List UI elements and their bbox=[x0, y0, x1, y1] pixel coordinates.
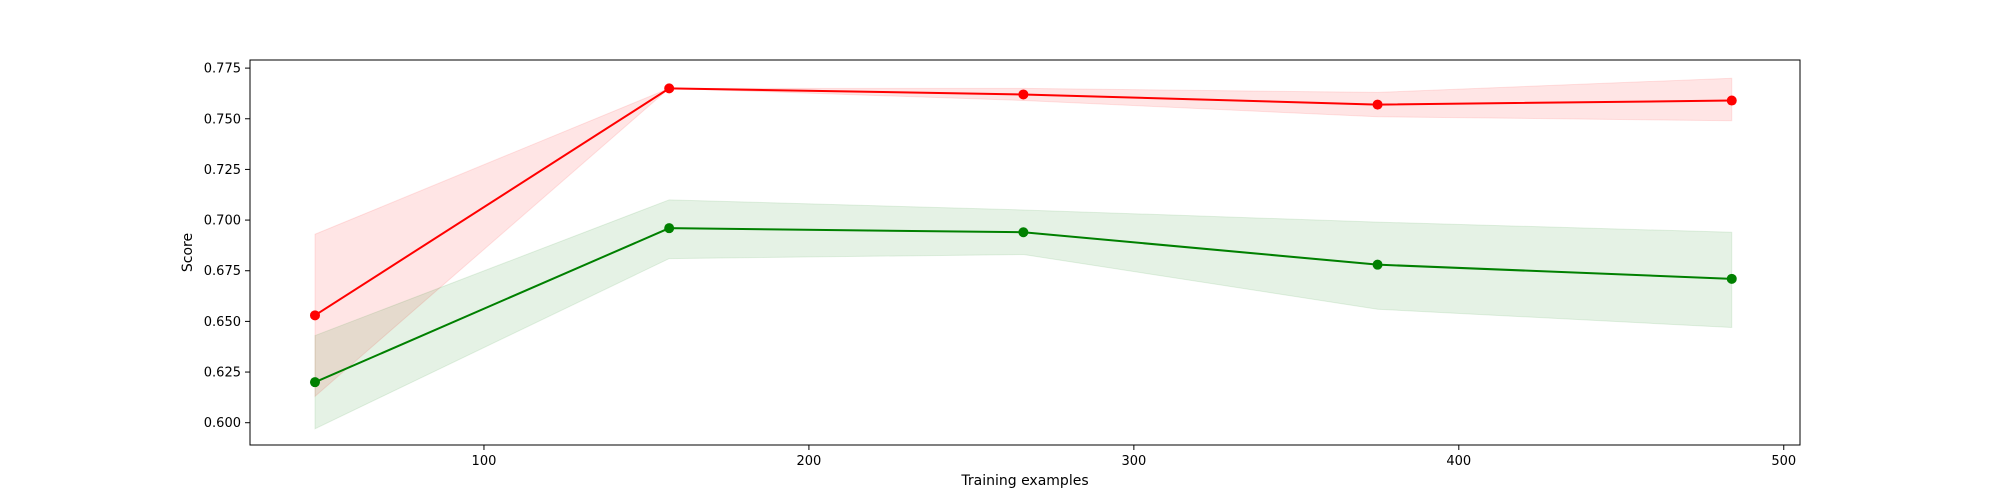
x-axis: 100 200 300 400 500 bbox=[472, 445, 1796, 469]
x-tick-label-2: 300 bbox=[1121, 454, 1146, 469]
points-layer bbox=[309, 83, 1737, 388]
series-1-point-0 bbox=[309, 377, 320, 388]
series-0-point-0 bbox=[309, 310, 320, 321]
series-1-point-4 bbox=[1726, 273, 1737, 284]
x-tick-label-0: 100 bbox=[472, 454, 497, 469]
series-0-point-3 bbox=[1372, 99, 1383, 110]
x-tick-label-4: 500 bbox=[1771, 454, 1796, 469]
y-tick-label-6: 0.750 bbox=[204, 112, 241, 127]
series-0-point-2 bbox=[1018, 89, 1029, 100]
x-axis-label: Training examples bbox=[960, 473, 1088, 489]
series-0-point-4 bbox=[1726, 95, 1737, 106]
series-1-band bbox=[314, 199, 1733, 430]
y-axis: 0.600 0.625 0.650 0.675 0.700 0.725 0.750 0.775 bbox=[204, 62, 250, 431]
y-tick-label-1: 0.625 bbox=[204, 366, 241, 381]
y-tick-label-3: 0.675 bbox=[204, 264, 241, 279]
y-tick-label-7: 0.775 bbox=[204, 62, 241, 77]
y-axis-label: Score bbox=[180, 233, 196, 272]
x-tick-label-3: 400 bbox=[1446, 454, 1471, 469]
plot-frame bbox=[249, 59, 1801, 446]
x-tick-label-1: 200 bbox=[796, 454, 821, 469]
series-1-point-1 bbox=[664, 223, 675, 234]
series-0-point-1 bbox=[664, 83, 675, 94]
bands-layer bbox=[314, 77, 1733, 430]
series-1-point-2 bbox=[1018, 227, 1029, 238]
series-0-band bbox=[314, 77, 1733, 398]
series-1-point-3 bbox=[1372, 259, 1383, 270]
y-tick-label-2: 0.650 bbox=[204, 315, 241, 330]
y-tick-label-0: 0.600 bbox=[204, 416, 241, 431]
y-tick-label-5: 0.725 bbox=[204, 163, 241, 178]
y-tick-label-4: 0.700 bbox=[204, 214, 241, 229]
